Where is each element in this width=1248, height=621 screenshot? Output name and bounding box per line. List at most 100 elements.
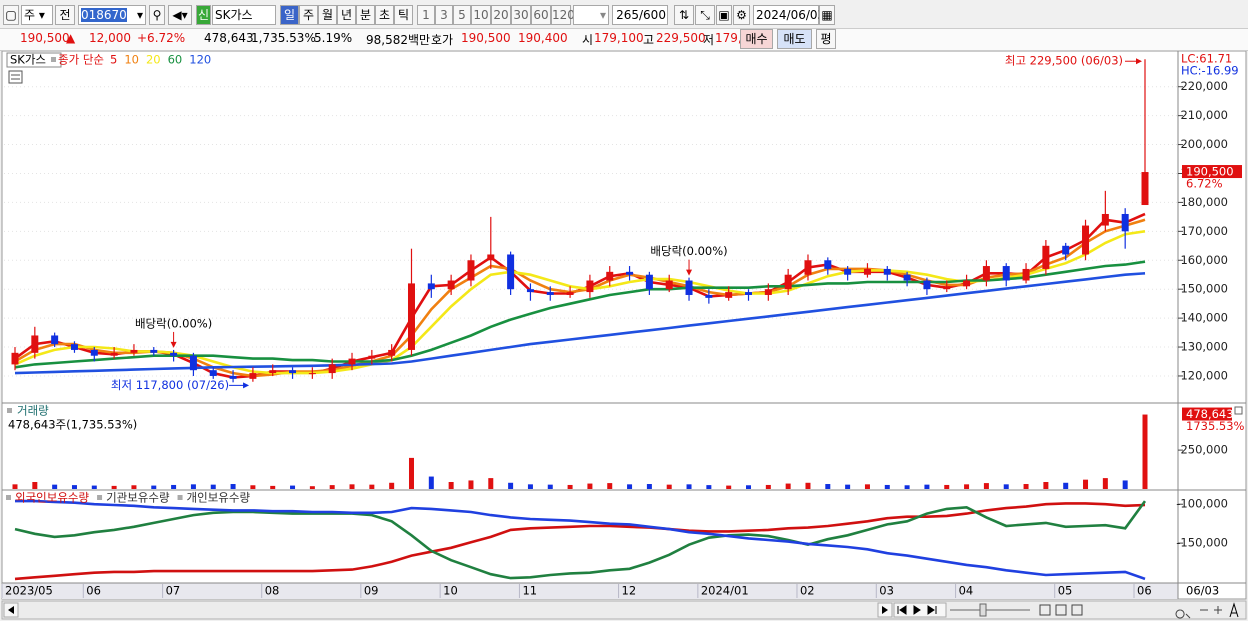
legend-label: 종가 단순 [58,53,104,67]
settings-button[interactable]: ⚙ [733,5,750,25]
interval-button[interactable]: 3 [435,5,453,25]
font-icon[interactable] [1229,602,1239,618]
dividend-annotation: 배당락(0.00%) [135,316,212,330]
line-series [14,218,1146,378]
candle-body [1062,245,1070,255]
volume-bar [309,486,315,489]
x-tick-label: 2024/01 [701,584,749,598]
x-tick-label: 06 [1137,584,1152,598]
volume-bar [71,485,77,489]
volume-bar [408,457,414,489]
candle-body [665,280,673,290]
candle-body [705,294,713,298]
y-tick-label: 200,000 [1180,137,1228,151]
volume-bar [904,485,910,489]
new-badge[interactable]: 신 [196,5,211,25]
volume-tag: 478,643 [1186,407,1234,421]
layout-button[interactable]: ▢ [3,5,19,25]
unit-select[interactable]: ▾ [573,5,609,25]
volume-bar [1122,480,1128,489]
volume-bar [1043,482,1049,489]
interval-button[interactable]: 20 [491,5,511,25]
code-input[interactable]: 018670 ▾ [78,5,146,25]
line-series [15,499,1146,581]
tool-button[interactable]: ⤡ [695,5,715,25]
high-label: 고 [643,33,655,47]
calendar-button[interactable]: ▦ [819,5,835,25]
legend-entry: 20 [146,53,161,67]
bid: 190,400 [518,31,568,45]
interval-button[interactable]: 30 [511,5,531,25]
price-tag: 190,500 [1186,165,1234,179]
scrollbar[interactable] [1,600,1247,620]
volume-bar [527,484,533,489]
interval-button[interactable]: 5 [453,5,471,25]
period-button[interactable]: 년 [337,5,356,25]
volume-bar [864,484,870,489]
panel-close [1234,406,1243,415]
period-button[interactable]: 월 [318,5,337,25]
legend-entry: 외국인보유수량 [15,491,89,505]
volume-bar [964,484,970,489]
scope-button[interactable]: 전 [55,5,75,25]
y-tick-label: 120,000 [1180,368,1228,382]
interval-button[interactable]: 60 [531,5,551,25]
panel-icon[interactable] [8,70,23,84]
volume-bar [448,482,454,489]
name-input[interactable]: SK가스 [212,5,276,25]
volume-title: 거래량 [17,404,49,418]
zoom-thumb[interactable] [979,603,987,617]
date-input[interactable]: 2024/06/03 [753,5,825,25]
period-button[interactable]: 분 [356,5,375,25]
volume-bar [884,484,890,489]
volume-bar [488,478,494,489]
candle-body [546,292,554,295]
lc-label: LC:61.71 [1181,52,1232,66]
search-button[interactable]: ⚲ [149,5,165,25]
tool-button[interactable]: ⇅ [674,5,694,25]
volume-bar [567,484,573,489]
volume-bar [1102,478,1108,489]
volume-bar [131,485,137,489]
candle-body [1082,225,1090,255]
legend-entry: 기관보유수량 [106,491,170,505]
toolbar-icons[interactable] [1039,604,1222,619]
ask: 190,500 [461,31,511,45]
candle-body [249,373,257,379]
candle-body [923,280,931,290]
period-button[interactable]: 틱 [394,5,413,25]
volume-bar [607,483,613,489]
quote-bar: 190,500 ▲ 12,000 +6.72% 478,643 1,735.53… [0,28,1248,51]
interval-button[interactable]: 1 [417,5,435,25]
period-button[interactable]: 초 [375,5,394,25]
avg-button[interactable]: 평 [816,29,836,49]
code: 018670 [81,8,127,22]
market-select[interactable]: 주 ▾ [21,5,53,25]
interval-button[interactable]: 10 [471,5,491,25]
period-button[interactable]: 주 [299,5,318,25]
volume-bar [765,484,771,489]
volume-bar [508,482,514,489]
candle-body [31,335,39,353]
volume: 478,643 [204,31,254,45]
interval-button[interactable]: 120 [551,5,575,25]
annotation-arrowhead [686,269,693,276]
candle-body [170,352,178,356]
playback-icons [897,605,937,615]
count-input[interactable]: 265/600 [612,5,668,25]
legend-entry: 개인보유수량 [187,491,251,505]
save-button[interactable]: ▣ [716,5,732,25]
price: 190,500 [20,31,70,45]
legend-entry: 5 [110,53,117,67]
sell-button[interactable]: 매도 [777,29,812,49]
buy-button[interactable]: 매수 [740,29,773,49]
price-tag-bg [1182,165,1242,179]
volume-bar [1003,484,1009,489]
line-series [14,502,1146,581]
sound-button[interactable]: ◀▾ [168,5,192,25]
candle-body [685,280,693,295]
legend-box [6,52,62,68]
line-series [14,272,1146,375]
period-button[interactable]: 일 [280,5,299,25]
